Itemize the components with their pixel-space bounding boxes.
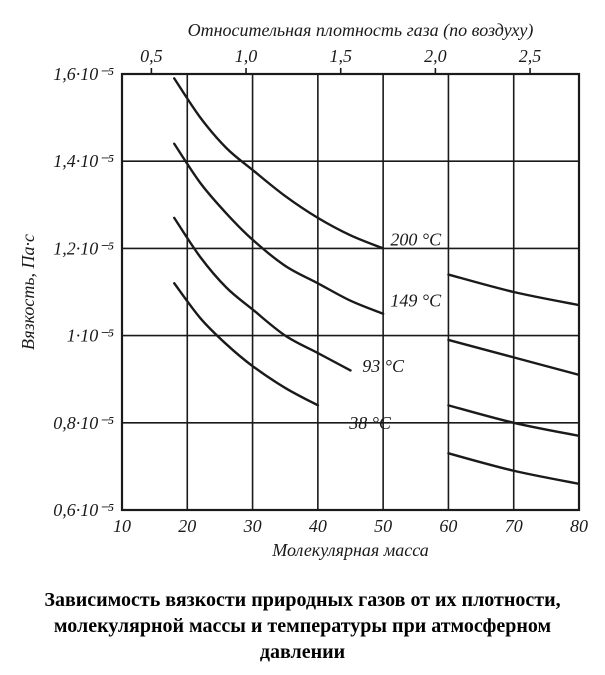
svg-text:60: 60 (439, 516, 457, 536)
svg-text:80: 80 (570, 516, 588, 536)
svg-text:0,8·10⁻⁵: 0,8·10⁻⁵ (53, 413, 114, 433)
figure-caption: Зависимость вязкости природных газов от … (10, 587, 595, 665)
svg-text:20: 20 (178, 516, 196, 536)
svg-text:149 °C: 149 °C (390, 291, 442, 311)
svg-text:38 °C: 38 °C (348, 413, 392, 433)
svg-text:10: 10 (113, 516, 131, 536)
svg-text:30: 30 (243, 516, 262, 536)
svg-text:Молекулярная масса: Молекулярная масса (271, 540, 429, 560)
svg-text:1,6·10⁻⁵: 1,6·10⁻⁵ (53, 64, 114, 84)
svg-text:0,6·10⁻⁵: 0,6·10⁻⁵ (53, 500, 114, 520)
svg-text:200 °C: 200 °C (390, 230, 442, 250)
svg-text:1,2·10⁻⁵: 1,2·10⁻⁵ (53, 238, 114, 258)
svg-text:50: 50 (374, 516, 392, 536)
svg-text:0,5: 0,5 (140, 46, 163, 66)
svg-text:2,0: 2,0 (424, 46, 447, 66)
svg-text:Вязкость, Па·с: Вязкость, Па·с (18, 234, 38, 350)
svg-text:1,0: 1,0 (235, 46, 258, 66)
svg-text:2,5: 2,5 (519, 46, 542, 66)
svg-text:70: 70 (505, 516, 523, 536)
svg-text:1·10⁻⁵: 1·10⁻⁵ (67, 326, 114, 346)
svg-text:1,4·10⁻⁵: 1,4·10⁻⁵ (53, 151, 114, 171)
viscosity-chart: 10 20 30 40 50 60 70 80 0,6·10⁻⁵ 0,8·10⁻⁵ 1·10⁻⁵ 1,… (10, 10, 595, 575)
svg-text:93 °C: 93 °C (362, 356, 405, 376)
chart-svg: 10 20 30 40 50 60 70 80 0,6·10⁻⁵ 0,8·10⁻⁵ 1·10⁻⁵ 1,… (10, 10, 595, 570)
svg-text:1,5: 1,5 (329, 46, 352, 66)
svg-text:Относительная плотность газа (: Относительная плотность газа (по воздуху… (188, 20, 534, 41)
svg-text:40: 40 (309, 516, 327, 536)
